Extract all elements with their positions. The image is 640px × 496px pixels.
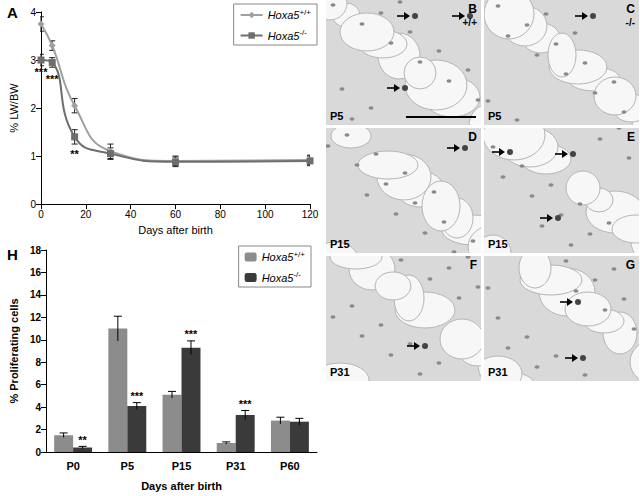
svg-text:Hoxa5: Hoxa5: [268, 30, 301, 42]
svg-text:% Proliferating cells: % Proliferating cells: [8, 298, 20, 403]
svg-text:P5: P5: [488, 110, 501, 122]
svg-text:P31: P31: [330, 366, 350, 378]
svg-text:120: 120: [302, 209, 319, 220]
svg-text:Hoxa5: Hoxa5: [262, 251, 295, 263]
svg-text:+/+: +/+: [299, 8, 311, 17]
svg-text:***: ***: [185, 328, 199, 340]
svg-text:14: 14: [30, 289, 42, 300]
svg-text:-/-: -/-: [626, 17, 635, 28]
svg-text:2: 2: [35, 424, 41, 435]
svg-text:1: 1: [30, 151, 36, 162]
svg-text:**: **: [78, 434, 87, 446]
svg-text:P0: P0: [66, 460, 79, 472]
svg-text:0: 0: [30, 199, 36, 210]
svg-text:E: E: [627, 130, 635, 144]
svg-text:P15: P15: [330, 238, 350, 250]
svg-text:P5: P5: [121, 460, 134, 472]
svg-text:6: 6: [35, 379, 41, 390]
svg-text:0: 0: [38, 209, 44, 220]
svg-text:***: ***: [130, 390, 144, 402]
svg-text:**: **: [70, 148, 79, 160]
svg-text:P5: P5: [330, 110, 343, 122]
svg-text:F: F: [470, 258, 477, 272]
svg-text:+/+: +/+: [463, 17, 478, 28]
svg-text:H: H: [7, 246, 18, 263]
svg-text:P15: P15: [172, 460, 192, 472]
svg-text:100: 100: [257, 209, 274, 220]
svg-text:+/+: +/+: [293, 250, 305, 259]
svg-text:40: 40: [125, 209, 137, 220]
svg-text:P15: P15: [488, 238, 508, 250]
svg-text:Days after birth: Days after birth: [138, 224, 213, 236]
svg-text:-/-: -/-: [293, 270, 301, 279]
svg-text:B: B: [468, 2, 477, 16]
svg-text:P60: P60: [280, 460, 300, 472]
svg-text:12: 12: [30, 312, 42, 323]
svg-text:***: ***: [239, 398, 253, 410]
svg-text:A: A: [7, 4, 18, 21]
svg-text:Hoxa5: Hoxa5: [262, 272, 295, 284]
svg-text:-/-: -/-: [299, 28, 307, 37]
svg-text:4: 4: [35, 402, 41, 413]
svg-text:D: D: [468, 130, 477, 144]
svg-text:80: 80: [215, 209, 227, 220]
svg-text:18: 18: [30, 245, 42, 256]
svg-text:Hoxa5: Hoxa5: [268, 9, 301, 21]
svg-text:G: G: [626, 258, 635, 272]
svg-text:% LW/BW: % LW/BW: [8, 83, 20, 133]
svg-text:60: 60: [170, 209, 182, 220]
svg-text:0: 0: [35, 447, 41, 458]
svg-text:10: 10: [30, 334, 42, 345]
svg-text:***: ***: [46, 73, 60, 85]
svg-text:P31: P31: [226, 460, 246, 472]
svg-text:16: 16: [30, 267, 42, 278]
svg-text:2: 2: [30, 103, 36, 114]
svg-text:20: 20: [80, 209, 92, 220]
svg-text:3: 3: [30, 55, 36, 66]
svg-text:Days after birth: Days after birth: [141, 480, 222, 492]
svg-text:8: 8: [35, 357, 41, 368]
svg-text:4: 4: [30, 7, 36, 18]
svg-text:C: C: [626, 2, 635, 16]
svg-text:P31: P31: [488, 366, 508, 378]
